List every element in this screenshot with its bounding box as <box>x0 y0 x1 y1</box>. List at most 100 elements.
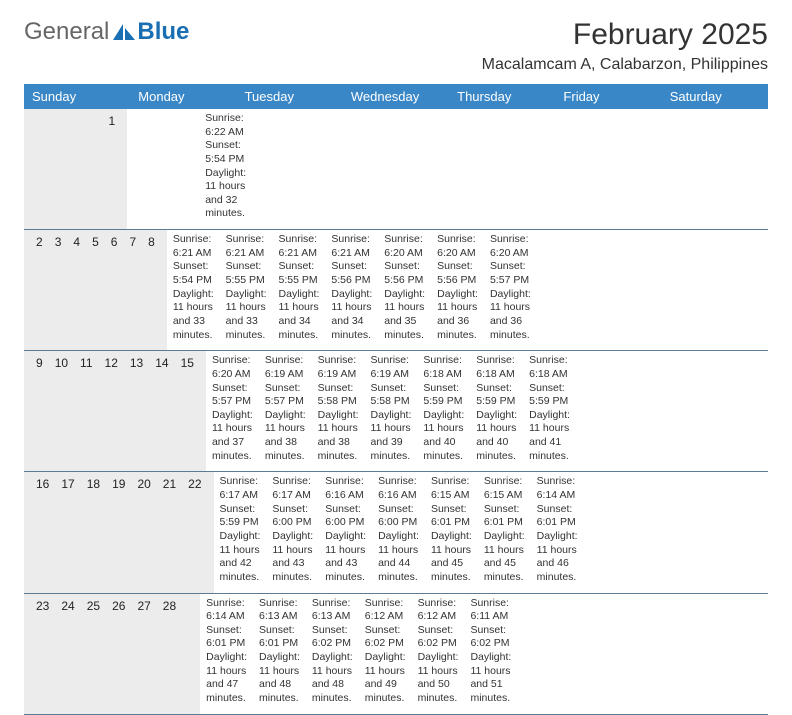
daylight-text: Daylight: 11 hours and 41 minutes. <box>529 409 570 464</box>
sunset-text: Sunset: 5:55 PM <box>279 260 320 287</box>
day-number: 25 <box>81 597 106 711</box>
day-cell: Sunrise: 6:16 AMSunset: 6:00 PMDaylight:… <box>319 472 372 592</box>
daylight-text: Daylight: 11 hours and 32 minutes. <box>205 167 246 222</box>
week: 1 Sunrise: 6:22 AMSunset: 5:54 PMDaylight… <box>24 109 768 229</box>
sunset-text: Sunset: 6:01 PM <box>537 503 578 530</box>
sunset-text: Sunset: 5:59 PM <box>529 382 570 409</box>
daylight-text: Daylight: 11 hours and 33 minutes. <box>226 288 267 343</box>
sunset-text: Sunset: 6:02 PM <box>365 624 406 651</box>
day-cell: Sunrise: 6:17 AMSunset: 6:00 PMDaylight:… <box>266 472 319 592</box>
day-cell: Sunrise: 6:16 AMSunset: 6:00 PMDaylight:… <box>372 472 425 592</box>
sunrise-text: Sunrise: 6:18 AM <box>423 354 464 381</box>
daynum-row: 1 <box>24 109 127 229</box>
daylight-text: Daylight: 11 hours and 47 minutes. <box>206 651 247 706</box>
week: 16171819202122Sunrise: 6:17 AMSunset: 5:… <box>24 471 768 592</box>
day-number: 16 <box>30 475 55 589</box>
day-cell <box>175 109 187 229</box>
day-number <box>42 112 54 226</box>
day-number <box>78 112 90 226</box>
location: Macalamcam A, Calabarzon, Philippines <box>482 56 768 74</box>
day-header-row: Sunday Monday Tuesday Wednesday Thursday… <box>24 84 768 109</box>
daylight-text: Daylight: 11 hours and 51 minutes. <box>470 651 511 706</box>
sunrise-text: Sunrise: 6:15 AM <box>431 475 472 502</box>
day-header-tue: Tuesday <box>237 84 343 109</box>
sunset-text: Sunset: 6:01 PM <box>206 624 247 651</box>
sunrise-text: Sunrise: 6:16 AM <box>325 475 366 502</box>
sunset-text: Sunset: 5:59 PM <box>423 382 464 409</box>
day-header-thu: Thursday <box>449 84 555 109</box>
day-header-fri: Friday <box>555 84 661 109</box>
day-number: 2 <box>30 233 49 347</box>
day-number: 15 <box>175 354 200 468</box>
sunrise-text: Sunrise: 6:13 AM <box>259 597 300 624</box>
daylight-text: Daylight: 11 hours and 38 minutes. <box>318 409 359 464</box>
day-cell <box>151 109 163 229</box>
sunrise-text: Sunrise: 6:20 AM <box>437 233 478 260</box>
sunset-text: Sunset: 5:57 PM <box>212 382 253 409</box>
day-number: 24 <box>55 597 80 711</box>
daylight-text: Daylight: 11 hours and 50 minutes. <box>418 651 459 706</box>
day-header-sat: Saturday <box>662 84 768 109</box>
sunset-text: Sunset: 6:00 PM <box>378 503 419 530</box>
daylight-text: Daylight: 11 hours and 45 minutes. <box>431 530 472 585</box>
sunset-text: Sunset: 6:02 PM <box>470 624 511 651</box>
day-number <box>30 112 42 226</box>
daylight-text: Daylight: 11 hours and 46 minutes. <box>537 530 578 585</box>
sunrise-text: Sunrise: 6:12 AM <box>418 597 459 624</box>
calendar-body: 1Sunrise: 6:22 AMSunset: 5:54 PMDaylight… <box>24 109 768 715</box>
sunset-text: Sunset: 5:59 PM <box>220 503 261 530</box>
daylight-text: Daylight: 11 hours and 49 minutes. <box>365 651 406 706</box>
daylight-text: Daylight: 11 hours and 33 minutes. <box>173 288 214 343</box>
day-cell: Sunrise: 6:18 AMSunset: 5:59 PMDaylight:… <box>417 351 470 471</box>
day-number: 23 <box>30 597 55 711</box>
day-number: 21 <box>157 475 182 589</box>
logo: General Blue <box>24 18 189 46</box>
sunrise-text: Sunrise: 6:11 AM <box>470 597 511 624</box>
daynum-row: 2345678 <box>24 230 167 350</box>
day-number: 12 <box>99 354 124 468</box>
daylight-text: Daylight: 11 hours and 35 minutes. <box>384 288 425 343</box>
sunrise-text: Sunrise: 6:18 AM <box>476 354 517 381</box>
sunrise-text: Sunrise: 6:17 AM <box>272 475 313 502</box>
sunrise-text: Sunrise: 6:16 AM <box>378 475 419 502</box>
sunset-text: Sunset: 6:01 PM <box>484 503 525 530</box>
info-row: Sunrise: 6:17 AM Sunset: 5:59 PM Daylight:… <box>214 472 584 592</box>
day-number: 26 <box>106 597 131 711</box>
daylight-text: Daylight: 11 hours and 43 minutes. <box>272 530 313 585</box>
week: 9101112131415Sunrise: 6:20 AMSunset: 5:5… <box>24 350 768 471</box>
day-number: 5 <box>86 233 105 347</box>
day-cell: Sunrise: 6:20 AMSunset: 5:57 PMDaylight:… <box>206 351 259 471</box>
week: 2345678Sunrise: 6:21 AMSunset: 5:54 PMDa… <box>24 229 768 350</box>
sunset-text: Sunset: 6:01 PM <box>259 624 300 651</box>
sunset-text: Sunset: 6:01 PM <box>431 503 472 530</box>
day-number: 8 <box>142 233 161 347</box>
day-cell: Sunrise: 6:21 AMSunset: 5:54 PMDaylight:… <box>167 230 220 350</box>
day-cell: Sunrise: 6:21 AMSunset: 5:55 PMDaylight:… <box>273 230 326 350</box>
sunrise-text: Sunrise: 6:14 AM <box>537 475 578 502</box>
sunrise-text: Sunrise: 6:18 AM <box>529 354 570 381</box>
day-number <box>182 597 194 711</box>
day-cell: Sunrise: 6:19 AMSunset: 5:58 PMDaylight:… <box>365 351 418 471</box>
day-number: 27 <box>131 597 156 711</box>
sunrise-text: Sunrise: 6:19 AM <box>318 354 359 381</box>
day-cell <box>163 109 175 229</box>
day-header-mon: Monday <box>130 84 236 109</box>
sunset-text: Sunset: 6:00 PM <box>325 503 366 530</box>
daylight-text: Daylight: 11 hours and 36 minutes. <box>437 288 478 343</box>
daynum-row: 9101112131415 <box>24 351 206 471</box>
logo-text-general: General <box>24 18 109 46</box>
sunrise-text: Sunrise: 6:20 AM <box>384 233 425 260</box>
sunrise-text: Sunrise: 6:15 AM <box>484 475 525 502</box>
day-header-sun: Sunday <box>24 84 130 109</box>
day-number: 28 <box>157 597 182 711</box>
sunset-text: Sunset: 5:54 PM <box>205 139 246 166</box>
day-number <box>54 112 66 226</box>
day-cell: Sunrise: 6:19 AMSunset: 5:58 PMDaylight:… <box>312 351 365 471</box>
sunrise-text: Sunrise: 6:20 AM <box>490 233 531 260</box>
day-number: 4 <box>67 233 86 347</box>
info-row: Sunrise: 6:20 AMSunset: 5:57 PMDaylight:… <box>206 351 576 471</box>
day-cell: Sunrise: 6:20 AMSunset: 5:56 PMDaylight:… <box>431 230 484 350</box>
sunrise-text: Sunrise: 6:12 AM <box>365 597 406 624</box>
sunrise-text: Sunrise: 6:22 AM <box>205 112 246 139</box>
sunrise-text: Sunrise: 6:14 AM <box>206 597 247 624</box>
